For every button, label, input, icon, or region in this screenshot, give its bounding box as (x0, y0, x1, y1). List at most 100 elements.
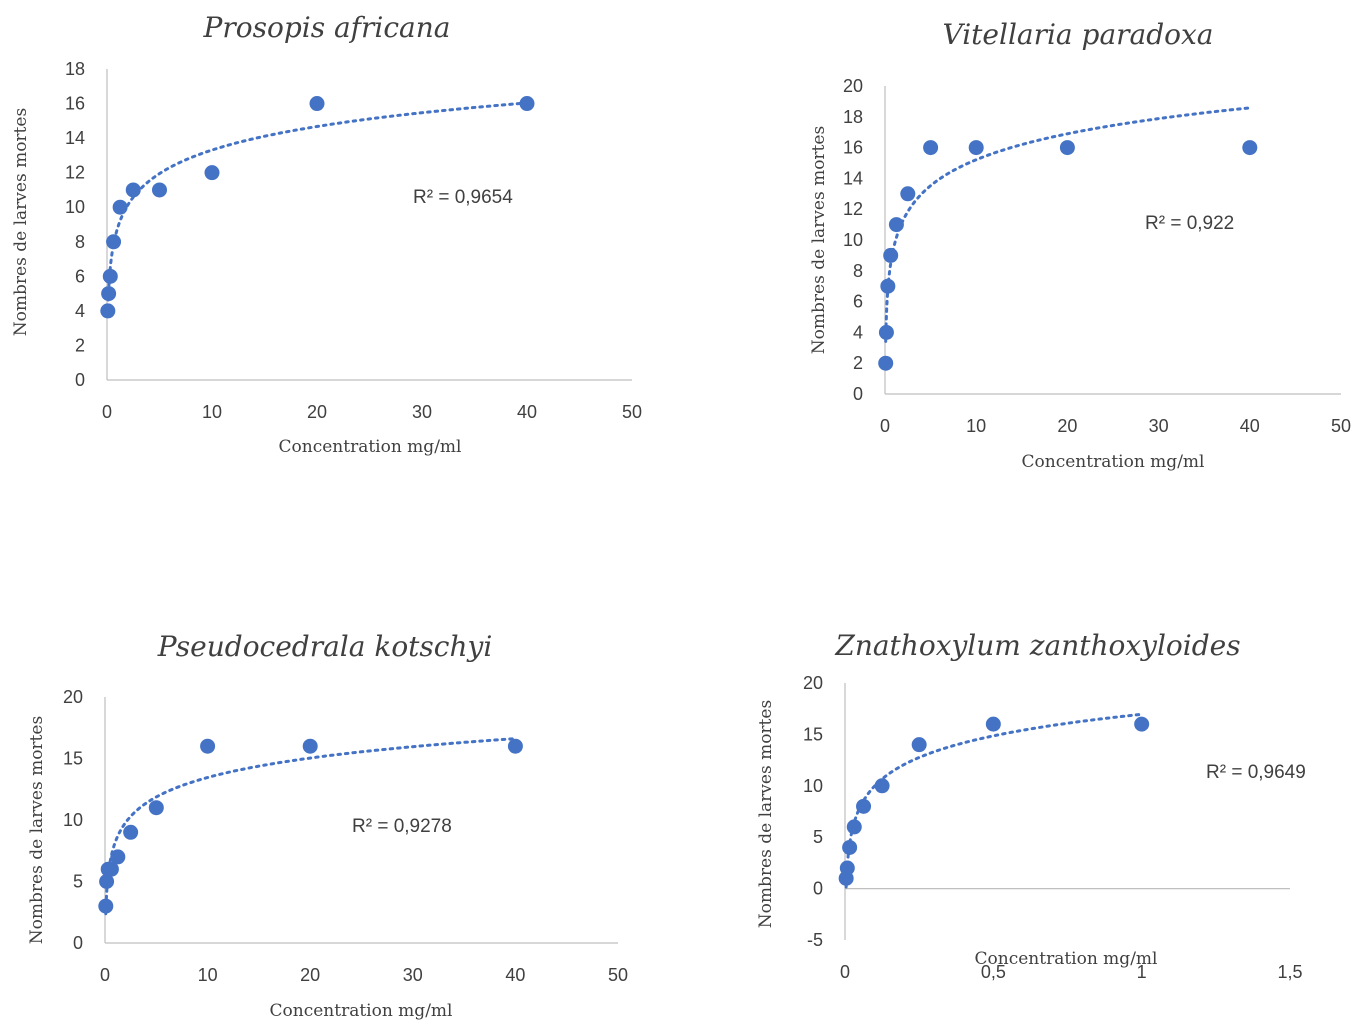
y-tick-label: 0 (853, 384, 863, 404)
data-point (880, 278, 896, 294)
x-tick-label: 40 (1240, 416, 1260, 436)
x-tick-label: 10 (202, 402, 222, 422)
x-tick-label: 0 (840, 962, 850, 982)
y-tick-label: 2 (75, 335, 85, 355)
plot-area: 0 2 4 6 8 10 12 14 16 18 0 10 20 30 40 50 (65, 59, 642, 422)
data-point (1242, 140, 1258, 156)
x-axis-label: Concentration mg/ml (975, 949, 1158, 969)
data-point (309, 96, 325, 112)
chart-znathoxylum-zanthoxyloides: Znathoxylum zanthoxyloides Concentration… (756, 629, 1306, 982)
data-point (98, 898, 114, 914)
y-tick-label: 12 (65, 163, 85, 183)
data-point (106, 234, 122, 250)
x-tick-label: 1,5 (1277, 962, 1302, 982)
data-point (110, 849, 126, 865)
chart-title: Znathoxylum zanthoxyloides (834, 629, 1240, 662)
y-tick-label: 16 (65, 94, 85, 114)
y-tick-label: 15 (63, 749, 83, 769)
x-axis-label: Concentration mg/ml (270, 1001, 453, 1021)
data-point (883, 247, 899, 263)
y-tick-label: 14 (65, 128, 85, 148)
data-point (985, 716, 1001, 732)
data-point (888, 217, 904, 233)
data-point (1134, 716, 1150, 732)
data-point (123, 824, 139, 840)
chart-title: Prosopis africana (203, 11, 451, 44)
y-tick-label: 15 (803, 724, 823, 744)
y-tick-label: 14 (843, 168, 863, 188)
chart-pseudocedrala-kotschyi: Pseudocedrala kotschyi Concentration mg/… (27, 630, 628, 1021)
x-tick-label: 40 (517, 402, 537, 422)
y-tick-label: 10 (63, 810, 83, 830)
data-point (878, 355, 894, 371)
x-tick-label: 0 (880, 416, 890, 436)
data-point (519, 96, 535, 112)
x-tick-label: 10 (198, 965, 218, 985)
trendline (884, 106, 1252, 343)
chart-vitellaria-paradoxa: Vitellaria paradoxa Concentration mg/ml … (809, 18, 1351, 472)
data-point (102, 268, 118, 284)
y-tick-label: 10 (65, 197, 85, 217)
x-tick-label: 0,5 (981, 962, 1006, 982)
y-tick-label: 2 (853, 353, 863, 373)
r-squared-label: R² = 0,9649 (1206, 762, 1306, 783)
data-point (204, 165, 220, 181)
y-axis-label: Nombres de larves mortes (809, 126, 829, 354)
y-tick-label: 0 (75, 370, 85, 390)
y-tick-label: 0 (813, 879, 823, 899)
y-tick-label: 10 (803, 776, 823, 796)
data-point (302, 738, 318, 754)
data-point (856, 798, 872, 814)
data-point (839, 860, 855, 876)
x-tick-label: 20 (300, 965, 320, 985)
trendline (844, 712, 1144, 889)
y-tick-label: 8 (853, 261, 863, 281)
data-point (152, 182, 167, 198)
y-tick-label: 6 (75, 266, 85, 286)
x-tick-label: 0 (102, 402, 112, 422)
plot-area: 0 2 4 6 8 10 12 14 16 18 20 0 10 20 30 40 50 (843, 76, 1351, 436)
y-tick-label: 5 (73, 872, 83, 892)
trendline (106, 101, 529, 317)
x-tick-label: 50 (1331, 416, 1351, 436)
data-point (507, 738, 523, 754)
y-axis-label: Nombres de larves mortes (756, 700, 776, 928)
x-tick-label: 30 (1149, 416, 1169, 436)
data-point (878, 324, 894, 340)
x-tick-label: 0 (100, 965, 110, 985)
x-tick-label: 50 (622, 402, 642, 422)
x-axis-label: Concentration mg/ml (279, 437, 462, 457)
data-point (923, 140, 939, 156)
data-point (846, 819, 862, 835)
y-tick-label: 8 (75, 232, 85, 252)
y-tick-label: 5 (813, 827, 823, 847)
x-tick-label: 40 (505, 965, 525, 985)
data-point (101, 286, 117, 302)
x-tick-label: 20 (307, 402, 327, 422)
data-point (125, 182, 141, 198)
chart-title: Pseudocedrala kotschyi (157, 630, 493, 663)
y-tick-label: 18 (65, 59, 85, 79)
y-tick-label: 20 (843, 76, 863, 96)
y-tick-label: 12 (843, 199, 863, 219)
x-tick-label: 30 (403, 965, 423, 985)
x-axis-label: Concentration mg/ml (1022, 452, 1205, 472)
data-point (100, 303, 116, 319)
y-tick-label: 18 (843, 107, 863, 127)
x-tick-label: 30 (412, 402, 432, 422)
data-point (900, 186, 916, 202)
x-tick-label: 10 (966, 416, 986, 436)
data-point (99, 874, 115, 889)
data-point (968, 140, 984, 156)
y-tick-label: 10 (843, 230, 863, 250)
data-point (911, 737, 927, 753)
trendline (104, 737, 517, 916)
data-point (148, 800, 164, 816)
plot-area: 0 5 10 15 20 0 10 20 30 40 50 (63, 687, 628, 985)
x-tick-label: 1 (1137, 962, 1147, 982)
y-tick-label: 6 (853, 292, 863, 312)
chart-prosopis-africana: Prosopis africana Concentration mg/ml No… (11, 11, 642, 457)
x-tick-label: 50 (608, 965, 628, 985)
data-point (112, 199, 128, 215)
